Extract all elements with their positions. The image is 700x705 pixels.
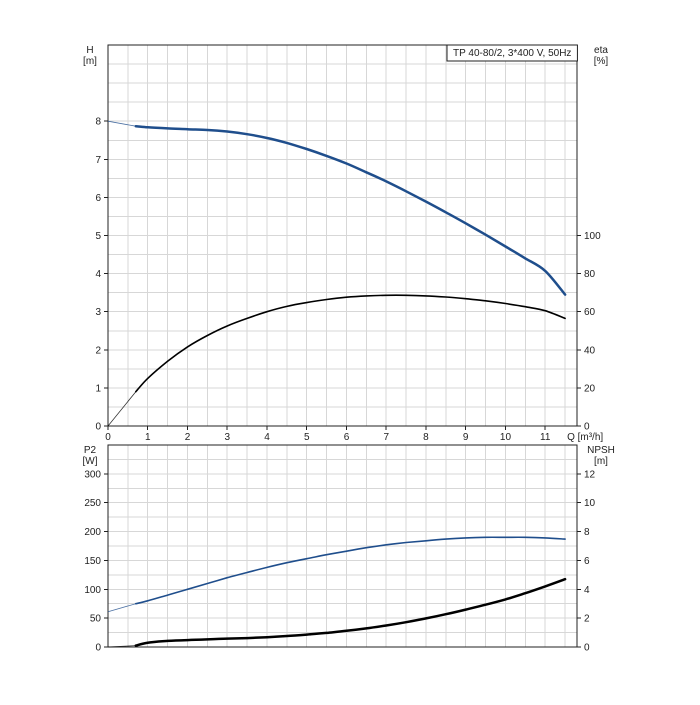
panel1-right-tick-label: 20 — [584, 383, 596, 394]
panel1-left-tick-label: 1 — [95, 383, 101, 394]
panel1-left-tick-label: 3 — [95, 307, 101, 318]
panel2-series-1-line — [135, 536, 566, 605]
panel1-left-tick-label: 5 — [95, 231, 101, 242]
panel1-left-tick-label: 6 — [95, 193, 101, 204]
panel2-right-tick-label: 0 — [584, 643, 590, 654]
panel1-chart-title: TP 40-80/2, 3*400 V, 50Hz — [453, 48, 571, 59]
panel2-right-tick-label: 2 — [584, 614, 590, 625]
panel2-right-tick-label: 10 — [584, 498, 596, 509]
panel2-left-tick-label: 0 — [95, 643, 101, 654]
panel1-x-tick-label: 3 — [224, 432, 230, 443]
panel2-left-tick-label: 200 — [84, 527, 101, 538]
panel2-left-tick-label: 150 — [84, 556, 101, 567]
panel1-left-axis-label: H — [86, 45, 93, 56]
panel2-left-axis-unit: [W] — [83, 456, 98, 467]
panel1-left-axis-unit: [m] — [83, 56, 97, 67]
panel1-right-tick-label: 0 — [584, 422, 590, 433]
panel1-x-tick-label: 7 — [383, 432, 389, 443]
panel1-left-tick-label: 2 — [95, 345, 101, 356]
panel2-left-tick-label: 300 — [84, 469, 101, 480]
panel2-right-tick-label: 8 — [584, 527, 590, 538]
panel1-x-axis-label: Q [m³/h] — [567, 432, 603, 443]
panel1-right-tick-label: 80 — [584, 269, 596, 280]
panel1-x-tick-label: 10 — [500, 432, 512, 443]
panel1-right-tick-label: 60 — [584, 307, 596, 318]
panel1-x-tick-label: 2 — [185, 432, 191, 443]
panel2-left-tick-label: 250 — [84, 498, 101, 509]
panel2-series-1-extension — [107, 603, 136, 613]
panel1-right-axis-label: eta — [594, 45, 608, 56]
panel1-right-tick-label: 40 — [584, 345, 596, 356]
panel2-right-tick-label: 12 — [584, 469, 596, 480]
panel2-series-2-line — [134, 577, 567, 647]
panel1-x-tick-label: 5 — [304, 432, 310, 443]
panel1-right-tick-label: 100 — [584, 231, 601, 242]
panel2-left-axis-label: P2 — [84, 445, 97, 456]
panel2-left-tick-label: 50 — [90, 614, 102, 625]
panel2-right-tick-label: 6 — [584, 556, 590, 567]
panel1-series-2-extension — [107, 391, 137, 427]
panel2-left-tick-label: 100 — [84, 585, 101, 596]
panel2-right-axis-unit: [m] — [594, 456, 608, 467]
panel1-series-1-line — [134, 124, 567, 296]
panel2-right-axis-label: NPSH — [587, 445, 615, 456]
panel1-left-tick-label: 7 — [95, 155, 101, 166]
panel1-x-tick-label: 8 — [423, 432, 429, 443]
panel1-title-box — [446, 44, 578, 62]
panel1-series-1-extension — [107, 120, 136, 127]
panel1-left-tick-label: 0 — [95, 422, 101, 433]
panel1-x-tick-label: 11 — [540, 432, 551, 443]
panel1-series-2-line — [135, 294, 566, 393]
panel1-x-tick-label: 1 — [145, 432, 151, 443]
panel1-x-tick-label: 4 — [264, 432, 270, 443]
panel1-x-tick-label: 6 — [344, 432, 350, 443]
panel1-x-tick-label: 0 — [105, 432, 111, 443]
panel2-series-2-extension — [107, 645, 136, 648]
panel1-right-axis-unit: [%] — [594, 56, 609, 67]
panel1-left-tick-label: 4 — [95, 269, 101, 280]
panel1-left-tick-label: 8 — [95, 117, 101, 128]
panel2-right-tick-label: 4 — [584, 585, 590, 596]
panel2-plot-frame — [107, 444, 578, 648]
panel1-x-tick-label: 9 — [463, 432, 469, 443]
